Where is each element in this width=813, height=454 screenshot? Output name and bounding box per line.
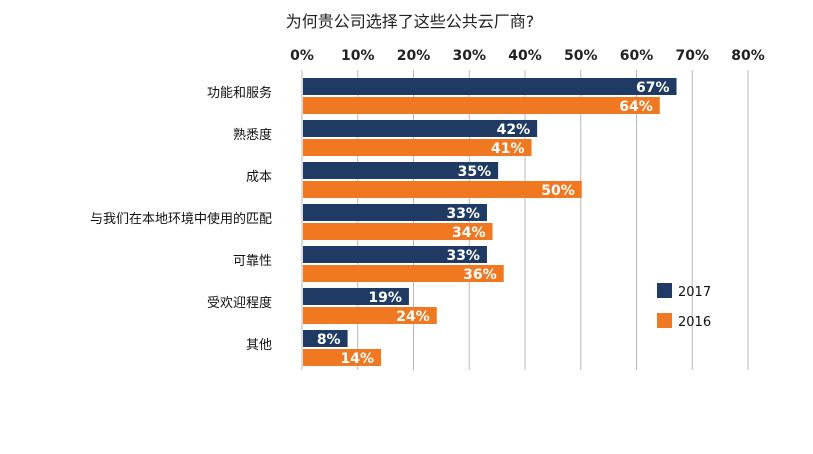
legend-label: 2016 (678, 315, 711, 330)
legend-swatch (657, 313, 672, 328)
bar-2017 (303, 78, 677, 95)
bars: 67% 64% 42% 41% 35% 50% 33% 34% 33% 36% 19% 24% 8%14… (303, 78, 677, 367)
category-label: 成本 (246, 170, 272, 185)
x-tick-label: 50% (564, 48, 598, 64)
bar-value-label: 33% (446, 206, 480, 222)
x-tick-label: 10% (341, 48, 375, 64)
category-label: 与我们在本地环境中使用的匹配 (90, 211, 272, 227)
bar-value-label: 35% (458, 164, 492, 180)
legend-swatch (657, 283, 672, 298)
bar-2017 (303, 162, 499, 179)
bar-value-label: 41% (491, 141, 525, 157)
x-tick-label: 30% (452, 48, 486, 64)
bar-value-label: 19% (368, 290, 402, 306)
category-label: 其他 (246, 338, 272, 353)
category-label: 熟悉度 (233, 127, 272, 143)
bar-2016 (303, 223, 493, 240)
chart-title: 为何贵公司选择了这些公共云厂商? (286, 12, 535, 31)
category-label: 受欢迎程度 (207, 295, 272, 311)
x-axis-ticks: 0% 10% 20% 30% 40% 50% 60% 70% 80% (290, 48, 765, 64)
bar-2017 (303, 330, 348, 347)
bar-value-label: 33% (446, 248, 480, 264)
bar-2016 (303, 97, 660, 114)
bar-2016 (303, 307, 437, 324)
bar-value-label: 8% (317, 332, 341, 348)
bar-value-label: 14% (341, 351, 375, 367)
category-label: 功能和服务 (207, 85, 272, 101)
bar-2016 (303, 265, 504, 282)
bar-value-label: 50% (541, 183, 575, 199)
bar-value-label: 24% (396, 309, 430, 325)
bar-2016 (303, 181, 582, 198)
x-tick-label: 40% (508, 48, 542, 64)
bar-2016 (303, 349, 382, 366)
legend-label: 2017 (678, 285, 711, 300)
bar-value-label: 67% (636, 80, 670, 96)
x-tick-label: 80% (731, 48, 765, 64)
bar-2017 (303, 246, 487, 263)
bar-value-label: 36% (463, 267, 497, 283)
x-tick-label: 70% (675, 48, 709, 64)
category-label: 可靠性 (233, 254, 272, 269)
bar-2017 (303, 288, 409, 305)
x-tick-label: 0% (290, 48, 314, 64)
x-tick-label: 60% (620, 48, 654, 64)
bar-2017 (303, 204, 487, 221)
bar-value-label: 64% (619, 99, 653, 115)
bar-value-label: 42% (497, 122, 531, 138)
x-tick-label: 20% (397, 48, 431, 64)
legend: 2017 2016 (657, 283, 711, 330)
bar-value-label: 34% (452, 225, 486, 241)
bar-2017 (303, 120, 538, 137)
bar-2016 (303, 139, 532, 156)
